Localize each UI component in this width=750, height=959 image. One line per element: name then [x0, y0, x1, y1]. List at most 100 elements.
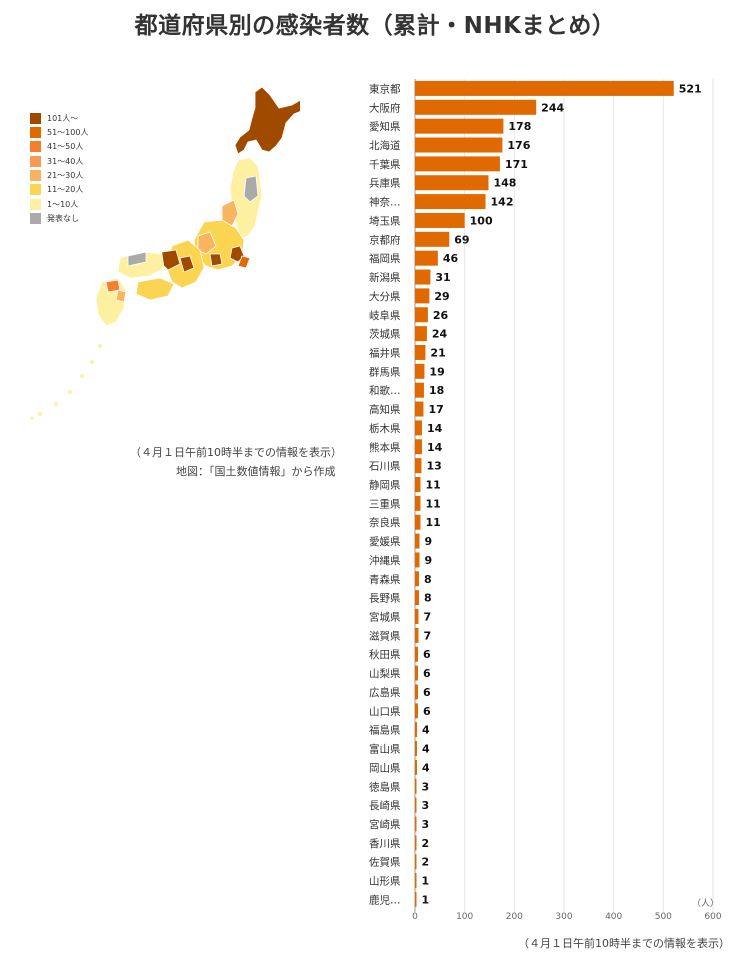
value-label: 3: [422, 780, 430, 793]
x-tick-label: 100: [456, 912, 473, 922]
bar: [415, 307, 428, 323]
value-label: 8: [424, 592, 432, 605]
legend-swatch: [30, 184, 41, 196]
category-label: 京都府: [369, 233, 401, 246]
legend-item: 51～100人: [30, 126, 88, 138]
bar: [415, 80, 674, 96]
legend-label: 51～100人: [47, 127, 89, 137]
bar: [415, 741, 417, 757]
category-label: 滋賀県: [369, 629, 401, 642]
category-label: 新潟県: [369, 271, 401, 284]
value-label: 3: [422, 818, 430, 831]
category-label: 兵庫県: [369, 177, 401, 190]
value-label: 11: [425, 516, 440, 529]
category-label: 栃木県: [369, 422, 401, 435]
value-label: 2: [422, 856, 430, 869]
bar: [415, 759, 417, 775]
value-label: 29: [434, 290, 449, 303]
legend-item: 発表なし: [30, 213, 88, 225]
bar: [415, 401, 424, 417]
bar: [415, 175, 489, 191]
category-label: 茨城県: [369, 328, 401, 341]
bar: [415, 891, 417, 907]
map-fukuoka: [105, 279, 121, 293]
legend-label: 21～30人: [47, 171, 84, 181]
x-tick-label: 0: [412, 912, 418, 922]
value-label: 14: [427, 441, 443, 454]
value-label: 9: [424, 554, 432, 567]
category-label: 沖縄県: [369, 554, 401, 567]
bar: [415, 344, 426, 360]
category-label: 香川県: [369, 838, 401, 850]
value-label: 13: [426, 460, 441, 473]
map-chiba: [237, 255, 251, 269]
legend-item: 41～50人: [30, 141, 88, 153]
category-label: 青森県: [369, 573, 401, 586]
category-label: 神奈…: [369, 196, 401, 209]
category-label: 富山県: [369, 743, 401, 756]
bar: [415, 797, 417, 813]
value-label: 1: [422, 875, 430, 888]
value-label: 14: [427, 422, 443, 435]
legend-swatch: [30, 198, 41, 210]
bar: [415, 703, 418, 719]
category-label: 三重県: [369, 497, 401, 510]
x-tick-label: 300: [555, 912, 572, 922]
category-label: 埼玉県: [369, 214, 401, 227]
bar: [415, 118, 504, 134]
legend-item: 11～20人: [30, 184, 88, 196]
bar: [415, 439, 422, 455]
bar: [415, 533, 420, 549]
legend-label: 31～40人: [47, 156, 84, 166]
bar: [415, 665, 418, 681]
category-label: 東京都: [369, 82, 401, 95]
value-label: 11: [425, 497, 440, 510]
map-gifu: [197, 231, 217, 255]
x-tick-label: 600: [704, 912, 721, 922]
category-label: 宮城県: [369, 611, 401, 624]
value-label: 21: [430, 346, 445, 359]
value-label: 7: [423, 611, 431, 624]
bar: [415, 722, 417, 738]
bar: [415, 854, 417, 870]
bar: [415, 382, 424, 398]
value-label: 148: [494, 177, 517, 190]
japan-map: [30, 86, 300, 420]
value-label: 6: [423, 667, 431, 680]
value-label: 11: [425, 478, 440, 491]
value-label: 100: [470, 214, 493, 227]
chart-title: 都道府県別の感染者数（累計・NHKまとめ）: [134, 13, 616, 39]
bar: [415, 873, 417, 889]
value-label: 2: [422, 837, 430, 850]
legend-item: 31～40人: [30, 155, 88, 167]
map-legend: 101人～ 51～100人 41～50人 31～40人 21～30人 11～20人 1～10…: [30, 112, 88, 227]
category-label: 熊本県: [369, 441, 401, 454]
map-hokkaido: [234, 86, 300, 155]
value-label: 46: [443, 252, 459, 265]
x-tick-label: 500: [655, 912, 672, 922]
legend-item: 1～10人: [30, 198, 88, 210]
x-axis-unit: （人）: [692, 898, 719, 909]
value-label: 17: [428, 403, 443, 416]
value-label: 7: [423, 629, 431, 642]
bar: [415, 571, 419, 587]
value-label: 9: [424, 535, 432, 548]
bar: [415, 778, 417, 794]
category-label: 長崎県: [369, 799, 401, 812]
chart-footnote: （４月１日午前10時半までの情報を表示）: [518, 937, 730, 950]
category-label: 奈良県: [369, 516, 401, 529]
value-label: 1: [422, 893, 430, 906]
category-label: 秋田県: [369, 648, 401, 661]
category-label: 山梨県: [369, 667, 401, 680]
value-label: 19: [429, 365, 444, 378]
value-label: 8: [424, 573, 432, 586]
value-label: 6: [423, 648, 431, 661]
category-label: 長野県: [369, 593, 401, 605]
value-label: 18: [429, 384, 444, 397]
category-label: 徳島県: [369, 780, 401, 793]
bar: [415, 646, 418, 662]
legend-item: 101人～: [30, 112, 88, 124]
category-label: 石川県: [369, 461, 401, 473]
x-tick-label: 400: [605, 912, 622, 922]
